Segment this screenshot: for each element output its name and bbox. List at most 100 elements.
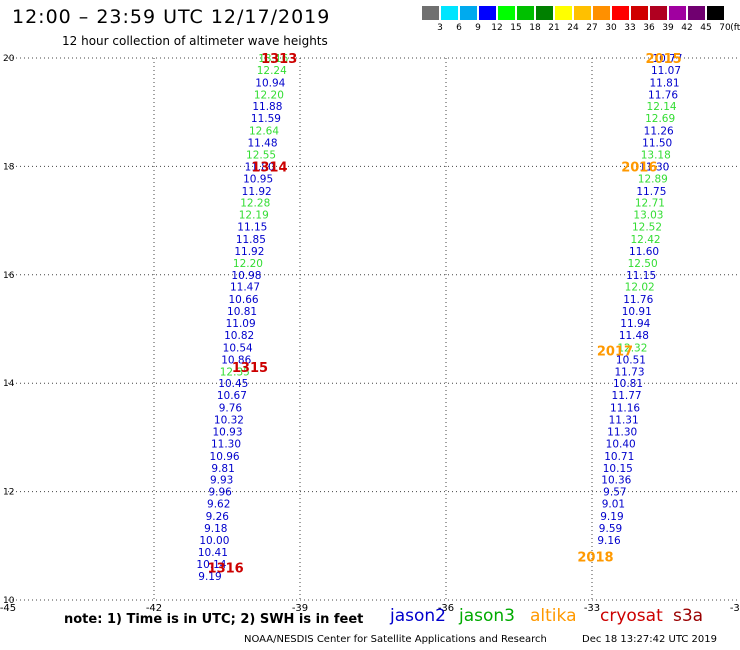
wave-height-value: 12.64 <box>249 126 279 138</box>
wave-height-value: 10.54 <box>223 342 253 354</box>
y-tick-label: 12 <box>3 488 14 498</box>
legend-value-label: 30 <box>605 23 617 33</box>
legend-altika: altika <box>530 606 577 626</box>
wave-height-value: 9.19 <box>600 511 623 523</box>
legend-swatch <box>479 6 496 20</box>
wave-height-value: 10.81 <box>227 306 257 318</box>
wave-height-value: 10.40 <box>606 438 636 450</box>
legend-value-label: 15 <box>510 23 522 33</box>
legend-swatch <box>631 6 648 20</box>
legend-swatch <box>536 6 553 20</box>
legend-swatch <box>707 6 724 20</box>
legend-unit: (ft) <box>730 23 740 33</box>
wave-height-value: 10.15 <box>603 463 633 475</box>
wave-height-value: 10.00 <box>199 535 229 547</box>
wave-height-value: 10.66 <box>229 294 259 306</box>
wave-height-value: 9.19 <box>198 571 221 583</box>
legend-swatch <box>669 6 686 20</box>
wave-height-value: 11.88 <box>252 101 282 113</box>
wave-height-value: 10.94 <box>255 77 285 89</box>
legend-value-label: 24 <box>567 23 579 33</box>
wave-height-value: 12.50 <box>628 258 658 270</box>
wave-height-value: 11.80 <box>245 161 275 173</box>
pass-number-label: 1315 <box>232 361 268 376</box>
legend-s3a: s3a <box>673 606 704 626</box>
legend-value-label: 3 <box>437 23 443 33</box>
wave-height-value: 12.89 <box>638 173 668 185</box>
page-title: 12:00 – 23:59 UTC 12/17/2019 <box>12 6 331 28</box>
wave-height-value: 12.24 <box>257 65 287 77</box>
wave-height-value: 11.07 <box>651 65 681 77</box>
legend-swatch <box>650 6 667 20</box>
pass-number-label: 1316 <box>208 561 244 576</box>
wave-height-value: 11.60 <box>629 246 659 258</box>
legend-swatch <box>517 6 534 20</box>
legend-jason2: jason2 <box>390 606 446 626</box>
wave-height-value: 11.94 <box>620 318 650 330</box>
wave-height-value: 12.52 <box>632 222 662 234</box>
wave-height-value: 11.92 <box>234 246 264 258</box>
legend-swatch <box>688 6 705 20</box>
legend-jason3: jason3 <box>459 606 515 626</box>
wave-height-value: 11.48 <box>619 330 649 342</box>
wave-height-value: 10.93 <box>212 426 242 438</box>
legend-swatch <box>593 6 610 20</box>
x-tick-label: -30 <box>730 603 740 614</box>
legend-value-label: 27 <box>586 23 598 33</box>
wave-height-value: 10.95 <box>243 173 273 185</box>
wave-height-value: 11.50 <box>642 138 672 150</box>
wave-height-value: 11.48 <box>247 138 277 150</box>
wave-height-value: 11.77 <box>612 390 642 402</box>
wave-height-value: 10.51 <box>616 354 646 366</box>
wave-height-value: 11.81 <box>649 77 679 89</box>
wave-height-value: 10.32 <box>214 415 244 427</box>
pass-number-label: 1314 <box>251 160 287 175</box>
legend-value-label: 21 <box>548 23 560 33</box>
wave-height-value: 10.67 <box>217 390 247 402</box>
wave-height-value: 11.59 <box>251 113 281 125</box>
wave-height-value: 11.30 <box>607 426 637 438</box>
wave-height-value: 12.55 <box>246 149 276 161</box>
wave-height-value: 11.47 <box>230 282 260 294</box>
x-tick-label: -39 <box>292 603 308 614</box>
legend-swatch <box>422 6 439 20</box>
y-tick-label: 16 <box>3 271 15 281</box>
wave-height-value: 9.01 <box>602 499 625 511</box>
wave-height-value: 10.71 <box>604 451 634 463</box>
x-tick-label: -45 <box>0 603 16 614</box>
wave-height-value: 10.91 <box>622 306 652 318</box>
wave-height-value: 13.03 <box>633 210 663 222</box>
wave-height-value: 9.76 <box>219 403 243 415</box>
wave-height-value: 12.20 <box>233 258 263 270</box>
wave-height-value: 11.16 <box>610 403 640 415</box>
wave-height-value: 12.71 <box>635 198 665 210</box>
wave-height-value: 9.18 <box>204 523 227 535</box>
legend-swatch <box>555 6 572 20</box>
x-tick-label: -42 <box>146 603 162 614</box>
wave-height-value: 10.82 <box>224 330 254 342</box>
wave-height-value: 9.62 <box>207 499 230 511</box>
wave-height-value: 12.35 <box>220 366 250 378</box>
wave-height-value: 10.98 <box>231 270 261 282</box>
footer-note: note: 1) Time is in UTC; 2) SWH is in fe… <box>64 612 364 627</box>
wave-height-value: 12.19 <box>239 210 269 222</box>
y-tick-label: 14 <box>3 379 15 389</box>
legend-value-label: 70 <box>719 23 731 33</box>
wave-height-value: 11.76 <box>648 89 678 101</box>
wave-height-value: 10.41 <box>198 547 228 559</box>
legend-swatch <box>441 6 458 20</box>
y-tick-label: 18 <box>3 162 15 172</box>
wave-height-value: 12.69 <box>645 113 675 125</box>
legend-value-label: 33 <box>624 23 636 33</box>
pass-number-label: 2017 <box>597 345 633 360</box>
wave-height-value: 11.76 <box>623 294 653 306</box>
legend-value-label: 6 <box>456 23 462 33</box>
wave-height-value: 9.16 <box>597 535 621 547</box>
wave-height-value: 10.36 <box>601 475 631 487</box>
wave-height-value: 12.42 <box>631 234 661 246</box>
wave-height-value: 11.15 <box>237 222 267 234</box>
legend-value-label: 45 <box>700 23 712 33</box>
pass-number-label: 2018 <box>577 551 613 566</box>
wave-height-value: 11.92 <box>242 186 272 198</box>
